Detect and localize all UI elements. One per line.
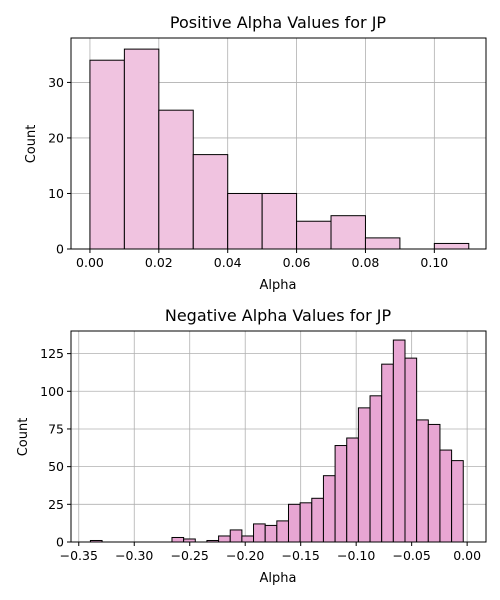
- negative-alpha-histogram-bar: [404, 357, 418, 543]
- negative-alpha-histogram-bar: [392, 339, 406, 543]
- negative-alpha-histogram-bar: [287, 503, 301, 543]
- negative-alpha-histogram-bar: [322, 475, 336, 543]
- positive-alpha-xlabel: Alpha: [260, 278, 297, 293]
- negative-alpha-xtick-label: −0.20: [226, 548, 264, 563]
- positive-alpha-ytick-label: 20: [48, 130, 64, 145]
- negative-alpha-histogram-bar: [451, 460, 464, 543]
- negative-alpha-histogram-bar: [264, 524, 278, 543]
- negative-alpha-ytick-label: 125: [40, 346, 64, 361]
- negative-alpha-histogram-bar: [253, 523, 266, 543]
- positive-alpha-ylabel: Count: [24, 125, 39, 164]
- positive-alpha-ytick-label: 10: [48, 186, 64, 201]
- positive-alpha-xtick-label: 0.04: [214, 255, 242, 270]
- negative-alpha-ytick-label: 50: [48, 459, 64, 474]
- negative-alpha-histogram-bar: [416, 419, 429, 543]
- negative-alpha-chart: −0.35 −0.30 −0.25 −0.20 −0.15 −0.10 −0.05 0.00 0…: [16, 306, 487, 586]
- negative-alpha-xtick-label: −0.25: [171, 548, 209, 563]
- positive-alpha-plot-frame: [70, 37, 487, 250]
- negative-alpha-ytick-label: 100: [40, 384, 64, 399]
- positive-alpha-title: Positive Alpha Values for JP: [170, 13, 387, 32]
- negative-alpha-plot-frame: [70, 330, 487, 543]
- negative-alpha-xtick-label: −0.10: [337, 548, 375, 563]
- positive-alpha-xtick-label: 0.08: [352, 255, 380, 270]
- positive-alpha-xtick-label: 0.10: [420, 255, 448, 270]
- negative-alpha-histogram-bar: [311, 497, 324, 543]
- negative-alpha-xtick-label: −0.15: [282, 548, 320, 563]
- negative-alpha-histogram-bar: [276, 520, 289, 543]
- negative-alpha-title: Negative Alpha Values for JP: [165, 306, 392, 325]
- positive-alpha-histogram-bar: [330, 215, 366, 250]
- positive-alpha-ticks: 0.00 0.02 0.04 0.06 0.08 0.10 0 10 20 30: [48, 75, 448, 270]
- positive-alpha-histogram-bar: [364, 237, 401, 250]
- positive-alpha-histogram-bar: [261, 192, 298, 250]
- positive-alpha-ytick-label: 0: [56, 242, 64, 257]
- negative-alpha-histogram-bar: [427, 423, 441, 543]
- positive-alpha-bars: [89, 48, 470, 250]
- negative-alpha-ylabel: Count: [16, 418, 31, 457]
- negative-alpha-histogram-bar: [241, 535, 255, 543]
- negative-alpha-ytick-label: 0: [56, 535, 64, 550]
- positive-alpha-histogram-bar: [433, 242, 470, 250]
- negative-alpha-histogram-bar: [346, 437, 359, 543]
- negative-alpha-histogram-bar: [171, 536, 185, 543]
- negative-alpha-histogram-bar: [229, 529, 243, 543]
- positive-alpha-xtick-label: 0.02: [145, 255, 173, 270]
- positive-alpha-histogram-bar: [89, 59, 125, 250]
- positive-alpha-xtick-label: 0.06: [283, 255, 311, 270]
- positive-alpha-ytick-label: 30: [48, 75, 64, 90]
- negative-alpha-histogram-bar: [439, 449, 453, 543]
- negative-alpha-histogram-bar: [299, 502, 313, 543]
- positive-alpha-histogram-bar: [296, 220, 332, 250]
- negative-alpha-histogram-bar: [369, 395, 383, 543]
- positive-alpha-histogram-bar: [227, 192, 263, 250]
- negative-alpha-ytick-label: 25: [48, 497, 64, 512]
- negative-alpha-ytick-label: 75: [48, 421, 64, 436]
- positive-alpha-histogram-bar: [192, 154, 229, 250]
- positive-alpha-xtick-label: 0.00: [76, 255, 104, 270]
- negative-alpha-xtick-label: −0.05: [392, 548, 430, 563]
- negative-alpha-xtick-label: −0.35: [60, 548, 98, 563]
- negative-alpha-xlabel: Alpha: [260, 571, 297, 586]
- negative-alpha-xtick-label: −0.30: [115, 548, 153, 563]
- negative-alpha-histogram-bar: [334, 445, 348, 543]
- negative-alpha-histogram-bar: [381, 363, 394, 543]
- positive-alpha-histogram-bar: [123, 48, 160, 250]
- positive-alpha-histogram-bar: [158, 109, 194, 250]
- negative-alpha-xtick-label: 0.00: [453, 548, 481, 563]
- negative-alpha-histogram-bar: [357, 407, 371, 543]
- negative-alpha-histogram-bar: [218, 535, 231, 543]
- negative-alpha-ticks: −0.35 −0.30 −0.25 −0.20 −0.15 −0.10 −0.05 0.00 0…: [40, 346, 481, 563]
- positive-alpha-chart: 0.00 0.02 0.04 0.06 0.08 0.10 0 10 20 30 Positive…: [24, 13, 487, 293]
